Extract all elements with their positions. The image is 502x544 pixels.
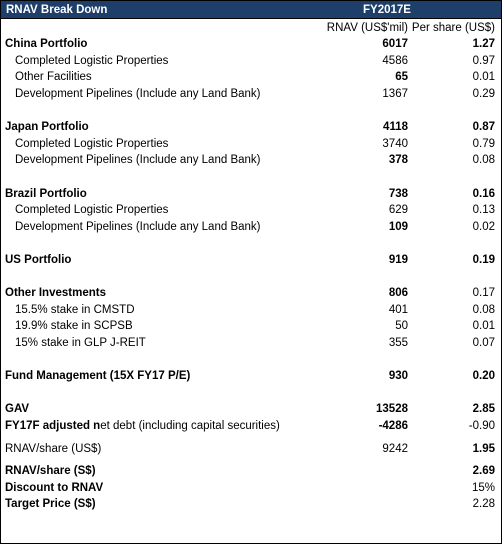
row-label: US Portfolio xyxy=(5,254,72,267)
section-row-other-investments: Other Investments 806 0.17 xyxy=(1,285,501,302)
row-label: China Portfolio xyxy=(5,38,88,51)
row-label: 19.9% stake in SCPSB xyxy=(15,320,133,333)
rnav-value: 378 xyxy=(388,154,408,167)
row-label: Japan Portfolio xyxy=(5,121,89,134)
row-label: GAV xyxy=(5,403,30,416)
per-share-value: 0.87 xyxy=(472,121,495,134)
row-label: Other Facilities xyxy=(15,71,92,84)
per-share-value: 15% xyxy=(471,481,495,494)
per-share-value: 0.07 xyxy=(472,336,495,349)
per-share-value: 0.08 xyxy=(472,303,495,316)
rnav-value: 401 xyxy=(388,303,408,316)
per-share-value: 0.20 xyxy=(472,370,495,383)
row-label: 15.5% stake in CMSTD xyxy=(15,303,135,316)
rnav-value: 355 xyxy=(388,336,408,349)
column-headers: RNAV (US$'mil) Per share (US$) xyxy=(1,19,501,36)
table-row: Development Pipelines (Include any Land … xyxy=(1,152,501,169)
table-title: RNAV Break Down xyxy=(6,3,108,16)
row-label: Discount to RNAV xyxy=(5,481,104,494)
row-label: Other Investments xyxy=(5,287,106,300)
per-share-value: 0.19 xyxy=(472,254,495,267)
section-row-brazil: Brazil Portfolio 738 0.16 xyxy=(1,185,501,202)
per-share-value: 1.27 xyxy=(472,38,495,51)
rnav-value: 629 xyxy=(388,204,408,217)
row-label: Brazil Portfolio xyxy=(5,187,87,200)
table-row: 15% stake in GLP J-REIT 355 0.07 xyxy=(1,335,501,352)
table-row: Completed Logistic Properties 4586 0.97 xyxy=(1,53,501,70)
rnav-value: 6017 xyxy=(382,38,408,51)
per-share-value: 2.85 xyxy=(472,403,495,416)
per-share-value: 0.79 xyxy=(472,137,495,150)
rnav-value: 13528 xyxy=(376,403,408,416)
row-label: Development Pipelines (Include any Land … xyxy=(15,88,261,101)
rnav-value: 738 xyxy=(388,187,408,200)
table-row: Development Pipelines (Include any Land … xyxy=(1,86,501,103)
row-label: Development Pipelines (Include any Land … xyxy=(15,154,261,167)
row-label: Development Pipelines (Include any Land … xyxy=(15,220,261,233)
rnav-value: 50 xyxy=(395,320,408,333)
gav-row: GAV 13528 2.85 xyxy=(1,401,501,418)
per-share-value: -0.90 xyxy=(468,419,495,432)
net-debt-label-rest: et debt (including capital securities) xyxy=(100,419,280,432)
row-label: Fund Management (15X FY17 P/E) xyxy=(5,370,191,383)
target-price-row: Target Price (S$) 2.28 xyxy=(1,496,501,513)
row-label: Completed Logistic Properties xyxy=(15,54,169,67)
section-row-china: China Portfolio 6017 1.27 xyxy=(1,36,501,53)
row-label: RNAV/share (S$) xyxy=(5,465,96,478)
per-share-value: 1.95 xyxy=(472,442,495,455)
rnav-per-share-sgd-row: RNAV/share (S$) 2.69 xyxy=(1,463,501,480)
table-row: 15.5% stake in CMSTD 401 0.08 xyxy=(1,302,501,319)
rnav-value: 1367 xyxy=(382,88,408,101)
section-row-japan: Japan Portfolio 4118 0.87 xyxy=(1,119,501,136)
rnav-value: 65 xyxy=(395,71,408,84)
per-share-value: 0.02 xyxy=(472,220,495,233)
table-row: Development Pipelines (Include any Land … xyxy=(1,219,501,236)
per-share-value: 0.16 xyxy=(472,187,495,200)
rnav-value: 4118 xyxy=(383,121,408,134)
row-label: Completed Logistic Properties xyxy=(15,137,169,150)
row-label: Target Price (S$) xyxy=(5,498,96,511)
per-share-value: 0.97 xyxy=(472,54,495,67)
net-debt-row: FY17F adjusted net debt (including capit… xyxy=(1,418,501,435)
period-label: FY2017E xyxy=(363,3,411,16)
per-share-value: 0.01 xyxy=(472,320,495,333)
table-header: RNAV Break Down FY2017E xyxy=(1,1,501,19)
section-row-fund-management: Fund Management (15X FY17 P/E) 930 0.20 xyxy=(1,368,501,385)
rnav-column-header: RNAV (US$'mil) xyxy=(326,21,408,34)
row-label: RNAV/share (US$) xyxy=(5,442,102,455)
per-share-value: 0.08 xyxy=(472,154,495,167)
per-share-value: 0.29 xyxy=(472,88,495,101)
per-share-value: 2.69 xyxy=(472,465,495,478)
table-row: Other Facilities 65 0.01 xyxy=(1,69,501,86)
rnav-value: 930 xyxy=(388,370,408,383)
discount-row: Discount to RNAV 15% xyxy=(1,479,501,496)
row-label: 15% stake in GLP J-REIT xyxy=(15,336,146,349)
rnav-value: 3740 xyxy=(382,137,408,150)
row-label: FY17F adjusted net debt (including capit… xyxy=(1,420,311,432)
per-share-value: 0.13 xyxy=(472,204,495,217)
table-row: Completed Logistic Properties 629 0.13 xyxy=(1,202,501,219)
net-debt-label-bold: FY17F adjusted n xyxy=(5,419,101,432)
table-row: 19.9% stake in SCPSB 50 0.01 xyxy=(1,318,501,335)
rnav-value: -4286 xyxy=(378,419,408,432)
per-share-value: 0.01 xyxy=(472,71,495,84)
section-row-us: US Portfolio 919 0.19 xyxy=(1,252,501,269)
per-share-value: 2.28 xyxy=(472,498,495,511)
rnav-value: 806 xyxy=(388,287,408,300)
rnav-per-share-usd-row: RNAV/share (US$) 9242 1.95 xyxy=(1,440,501,457)
rnav-value: 919 xyxy=(388,254,408,267)
per-share-column-header: Per share (US$) xyxy=(411,21,495,34)
per-share-value: 0.17 xyxy=(472,287,495,300)
rnav-value: 9242 xyxy=(382,442,408,455)
rnav-value: 109 xyxy=(388,220,408,233)
row-label: Completed Logistic Properties xyxy=(15,204,169,217)
table-row: Completed Logistic Properties 3740 0.79 xyxy=(1,136,501,153)
rnav-value: 4586 xyxy=(382,54,408,67)
